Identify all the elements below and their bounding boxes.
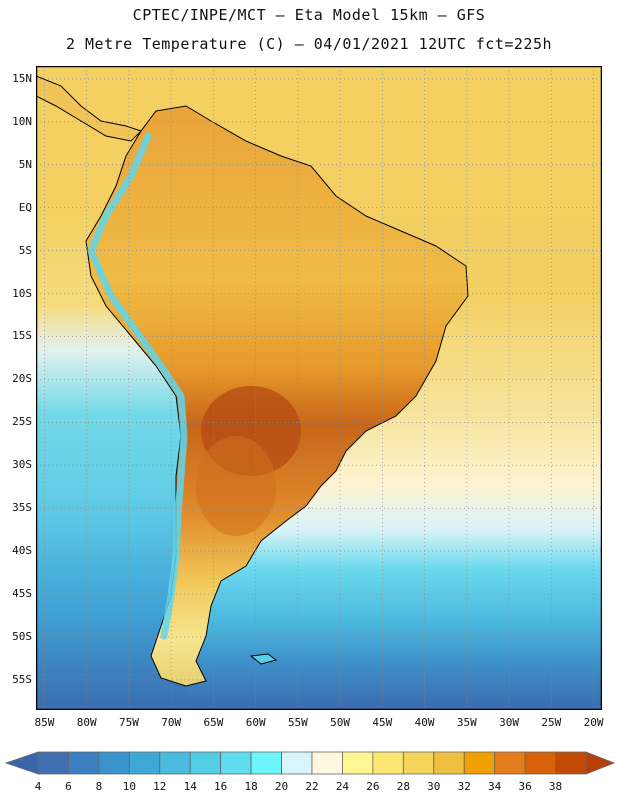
colorbar-label: 28 bbox=[396, 780, 410, 793]
longitude-label: 60W bbox=[245, 716, 266, 729]
temperature-map bbox=[36, 66, 602, 710]
latitude-label: 50S bbox=[12, 630, 32, 643]
longitude-label: 50W bbox=[330, 716, 351, 729]
colorbar-label: 36 bbox=[518, 780, 532, 793]
longitude-label: 45W bbox=[372, 716, 393, 729]
colorbar-label: 10 bbox=[122, 780, 136, 793]
latitude-label: 10S bbox=[12, 286, 32, 300]
colorbar-label: 26 bbox=[366, 780, 380, 793]
andes-cold-strip bbox=[87, 132, 188, 640]
falkland-islands bbox=[249, 653, 278, 665]
longitude-label: 30W bbox=[499, 716, 519, 729]
latitude-label: 15N bbox=[12, 71, 32, 85]
colorbar-under-triangle bbox=[4, 751, 39, 775]
latitude-label: 20S bbox=[12, 372, 32, 386]
longitude-label: 40W bbox=[414, 716, 435, 729]
colorbar-box bbox=[37, 751, 69, 775]
colorbar-label: 16 bbox=[214, 780, 228, 793]
colorbar-box bbox=[524, 751, 556, 775]
colorbar-box bbox=[342, 751, 374, 775]
latitude-label: 40S bbox=[12, 544, 32, 558]
colorbar-box bbox=[311, 751, 343, 775]
latitude-label: 25S bbox=[12, 415, 32, 429]
colorbar-box bbox=[220, 751, 252, 775]
latitude-label: 5N bbox=[18, 157, 32, 171]
colorbar-box bbox=[494, 751, 526, 775]
colorbar-over-triangle bbox=[585, 751, 616, 775]
colorbar-label: 34 bbox=[488, 780, 502, 793]
map-title-line-1: CPTEC/INPE/MCT – Eta Model 15km – GFS bbox=[132, 6, 486, 24]
colorbar-label: 22 bbox=[305, 780, 319, 793]
latitude-label: EQ bbox=[18, 200, 32, 214]
colorbar-label: 4 bbox=[34, 780, 42, 793]
longitude-label: 70W bbox=[161, 716, 182, 729]
warm-plains bbox=[196, 436, 276, 536]
colorbar-box bbox=[463, 751, 496, 775]
colorbar bbox=[4, 751, 616, 775]
latitude-label: 5S bbox=[18, 243, 32, 257]
gridlines bbox=[36, 66, 602, 710]
longitude-label: 20W bbox=[583, 716, 604, 729]
colorbar-box bbox=[372, 751, 404, 775]
colorbar-label: 20 bbox=[274, 780, 289, 793]
longitude-label: 80W bbox=[76, 716, 97, 729]
longitude-label: 55W bbox=[287, 716, 308, 729]
latitude-label: 55S bbox=[12, 672, 32, 686]
colorbar-box bbox=[281, 751, 313, 775]
colorbar-box bbox=[189, 751, 222, 775]
colorbar-label: 30 bbox=[427, 780, 441, 793]
central-america bbox=[36, 75, 142, 142]
colorbar-label: 12 bbox=[153, 780, 167, 793]
colorbar-label: 24 bbox=[335, 780, 350, 793]
colorbar-label: 6 bbox=[65, 780, 72, 793]
latitude-label: 15S bbox=[12, 329, 32, 343]
colorbar-box bbox=[68, 751, 100, 775]
latitude-label: 35S bbox=[12, 501, 32, 515]
longitude-label: 35W bbox=[456, 716, 477, 729]
colorbar-box bbox=[433, 751, 465, 775]
latitude-label: 45S bbox=[12, 587, 32, 601]
colorbar-label: 32 bbox=[457, 780, 471, 793]
colorbar-label: 14 bbox=[183, 780, 197, 793]
longitude-label: 25W bbox=[541, 716, 562, 729]
colorbar-box bbox=[555, 751, 587, 775]
colorbar-box bbox=[402, 751, 435, 775]
map-title-line-2: 2 Metre Temperature (C) – 04/01/2021 12U… bbox=[65, 35, 553, 53]
latitude-label: 30S bbox=[12, 458, 32, 472]
map-panel bbox=[36, 66, 602, 710]
colorbar-label: 38 bbox=[548, 780, 563, 793]
map-frame bbox=[36, 66, 602, 710]
colorbar-label: 18 bbox=[244, 780, 258, 793]
colorbar-label: 8 bbox=[95, 780, 103, 793]
colorbar-box bbox=[159, 751, 191, 775]
colorbar-box bbox=[98, 751, 130, 775]
longitude-label: 85W bbox=[34, 716, 55, 729]
longitude-label: 65W bbox=[203, 716, 224, 729]
colorbar-box bbox=[250, 751, 282, 775]
colorbar-box bbox=[128, 751, 161, 775]
latitude-label: 10N bbox=[12, 114, 32, 128]
longitude-label: 75W bbox=[118, 716, 139, 729]
